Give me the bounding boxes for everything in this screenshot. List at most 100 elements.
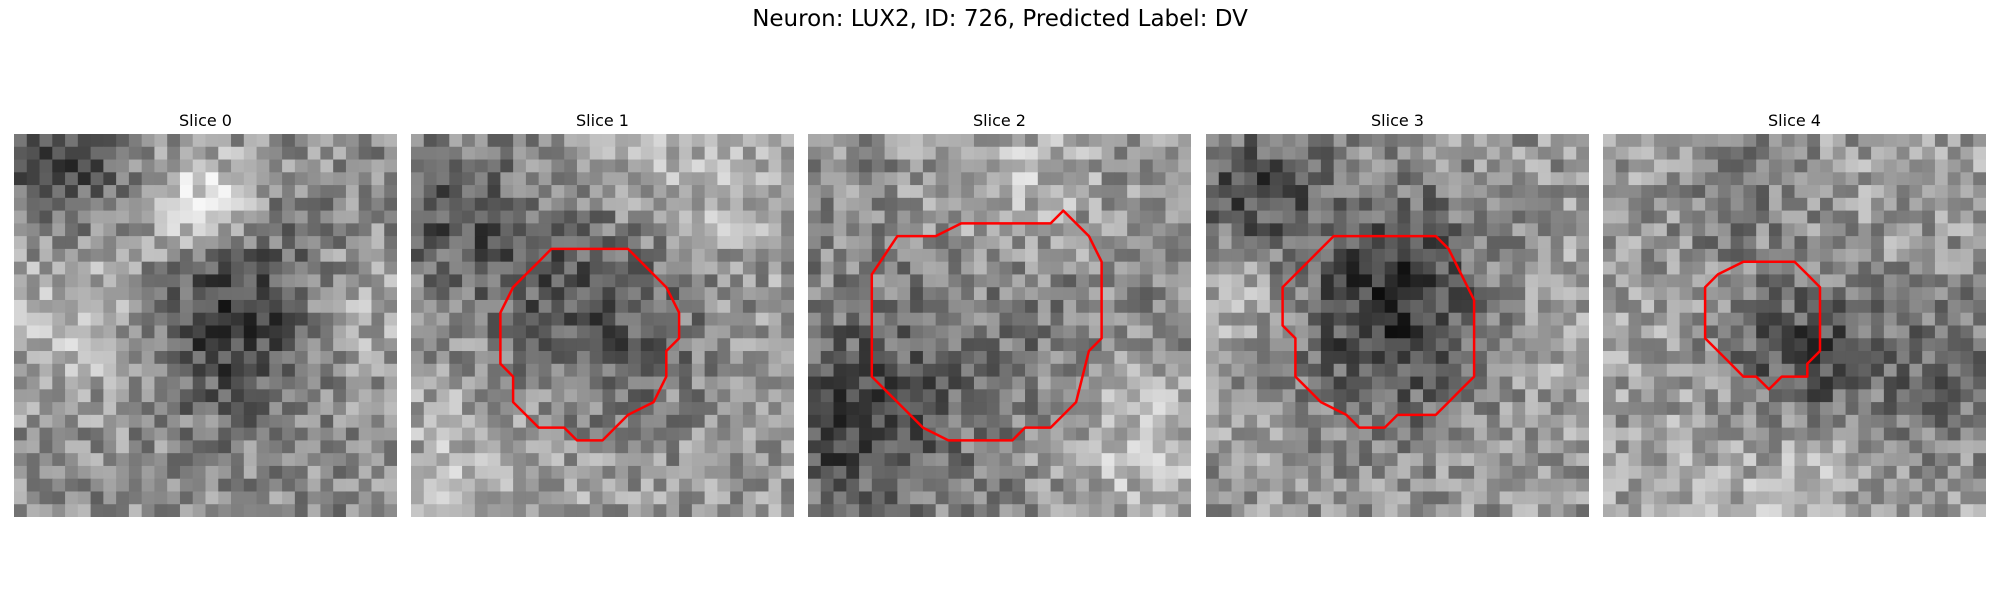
pixel [1679, 261, 1693, 276]
pixel [846, 134, 860, 148]
pixel [781, 185, 794, 199]
pixel [1206, 185, 1220, 199]
pixel [1909, 453, 1923, 467]
pixel [1525, 197, 1539, 212]
pixel [602, 465, 616, 480]
pixel [935, 414, 950, 429]
pixel [26, 325, 41, 339]
pixel [1499, 236, 1513, 250]
pixel [1282, 453, 1296, 467]
pixel [730, 299, 744, 314]
pixel [218, 491, 232, 505]
pixel [679, 491, 693, 505]
pixel [1333, 185, 1348, 199]
pixel [1550, 146, 1565, 161]
pixel [961, 338, 975, 352]
pixel [1486, 287, 1501, 301]
pixel [1359, 172, 1373, 186]
pixel [1666, 376, 1681, 390]
pixel [154, 338, 168, 352]
pixel [1114, 261, 1128, 276]
pixel [358, 299, 373, 314]
pixel [551, 478, 565, 493]
pixel [1461, 363, 1475, 378]
pixel [77, 325, 92, 339]
pixel [615, 440, 629, 454]
pixel [282, 504, 296, 517]
pixel [14, 491, 28, 505]
pixel [615, 299, 629, 314]
pixel [742, 312, 757, 327]
pixel [833, 351, 847, 365]
pixel [1025, 440, 1039, 454]
pixel [1050, 312, 1064, 327]
pixel [1295, 146, 1309, 161]
pixel [1781, 236, 1796, 250]
pixel [1101, 351, 1115, 365]
pixel [781, 478, 794, 493]
pixel [1037, 134, 1052, 148]
pixel [1231, 236, 1245, 250]
pixel [320, 185, 334, 199]
pixel [1922, 172, 1936, 186]
pixel [628, 465, 642, 480]
pixel [1973, 453, 1986, 467]
pixel [14, 236, 28, 250]
pixel [371, 261, 385, 276]
pixel [1807, 312, 1821, 327]
pixel [1050, 389, 1064, 403]
pixel [755, 159, 770, 173]
pixel [768, 440, 782, 454]
pixel [1781, 465, 1796, 480]
pixel [948, 274, 962, 288]
pixel [884, 210, 898, 224]
pixel [231, 146, 245, 161]
pixel [1537, 134, 1552, 148]
pixel [1282, 210, 1296, 224]
pixel [1730, 185, 1745, 199]
pixel [910, 453, 924, 467]
pixel [576, 363, 591, 378]
pixel [103, 351, 117, 365]
pixel [679, 261, 693, 276]
pixel [52, 274, 66, 288]
pixel [679, 338, 693, 352]
pixel [128, 312, 143, 327]
pixel [384, 299, 397, 314]
pixel [294, 134, 309, 148]
pixel [1218, 402, 1233, 416]
pixel [1960, 248, 1974, 263]
pixel [1320, 210, 1335, 224]
pixel [1871, 236, 1885, 250]
pixel [269, 261, 283, 276]
pixel [1423, 299, 1437, 314]
pixel [474, 274, 489, 288]
pixel [1641, 351, 1655, 365]
pixel [910, 465, 924, 480]
pixel [1435, 363, 1450, 378]
pixel [231, 402, 245, 416]
pixel [1909, 223, 1923, 237]
pixel [513, 453, 527, 467]
pixel [1384, 274, 1399, 288]
pixel [1947, 261, 1962, 276]
pixel [128, 389, 143, 403]
pixel [564, 223, 578, 237]
pixel [704, 261, 718, 276]
pixel [1448, 440, 1462, 454]
pixel [52, 312, 66, 327]
pixel [154, 414, 168, 429]
pixel [1909, 504, 1923, 517]
pixel [1537, 299, 1552, 314]
pixel [1012, 197, 1026, 212]
pixel [1359, 351, 1373, 365]
pixel [358, 389, 373, 403]
pixel [1666, 478, 1681, 493]
pixel [564, 351, 578, 365]
pixel [1320, 146, 1335, 161]
pixel [1410, 185, 1424, 199]
pixel [1152, 465, 1167, 480]
pixel [833, 134, 847, 148]
pixel [820, 363, 835, 378]
pixel [910, 223, 924, 237]
